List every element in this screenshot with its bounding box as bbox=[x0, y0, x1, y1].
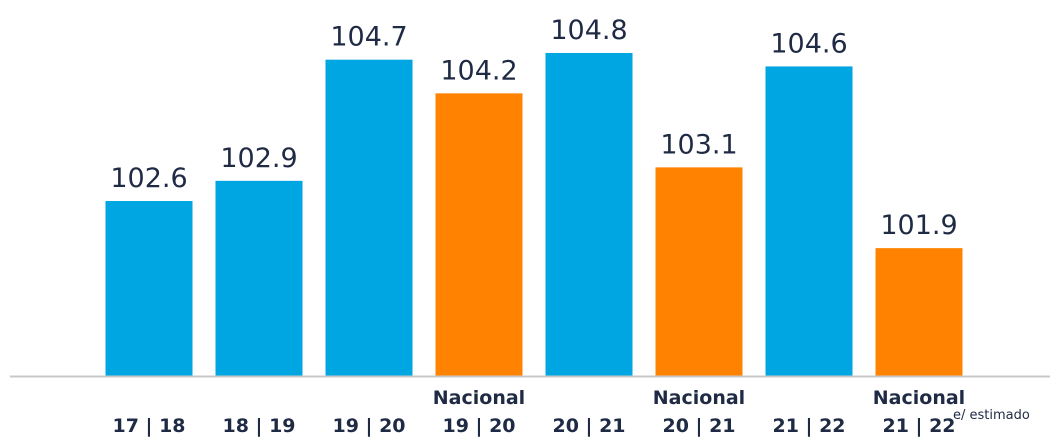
x-tick-label: 19 | 20 bbox=[332, 415, 406, 437]
value-label: 101.9 bbox=[880, 210, 957, 241]
x-tick-label: 21 | 22 bbox=[772, 415, 846, 437]
annotation: e/ estimado bbox=[953, 408, 1030, 423]
x-tick-label: 18 | 19 bbox=[222, 415, 296, 437]
value-label: 102.6 bbox=[110, 163, 187, 194]
value-label: 104.6 bbox=[770, 28, 847, 59]
bar bbox=[765, 66, 853, 377]
bar bbox=[215, 180, 303, 376]
bar bbox=[325, 59, 413, 376]
bar bbox=[105, 201, 193, 376]
x-tick-label: Nacional 19 | 20 bbox=[432, 387, 526, 437]
value-label: 102.9 bbox=[220, 143, 297, 174]
value-label: 104.2 bbox=[440, 55, 517, 86]
bar bbox=[545, 52, 633, 377]
x-tick-label: Nacional 21 | 22 bbox=[872, 387, 966, 437]
value-label: 104.7 bbox=[330, 22, 407, 53]
x-tick-label: 17 | 18 bbox=[112, 415, 186, 437]
bar bbox=[875, 248, 963, 376]
x-tick-label: Nacional 20 | 21 bbox=[652, 387, 746, 437]
value-label: 103.1 bbox=[660, 129, 737, 160]
bar bbox=[435, 93, 523, 376]
x-tick-label: 20 | 21 bbox=[552, 415, 626, 437]
bar bbox=[655, 167, 743, 376]
value-label: 104.8 bbox=[550, 15, 627, 46]
